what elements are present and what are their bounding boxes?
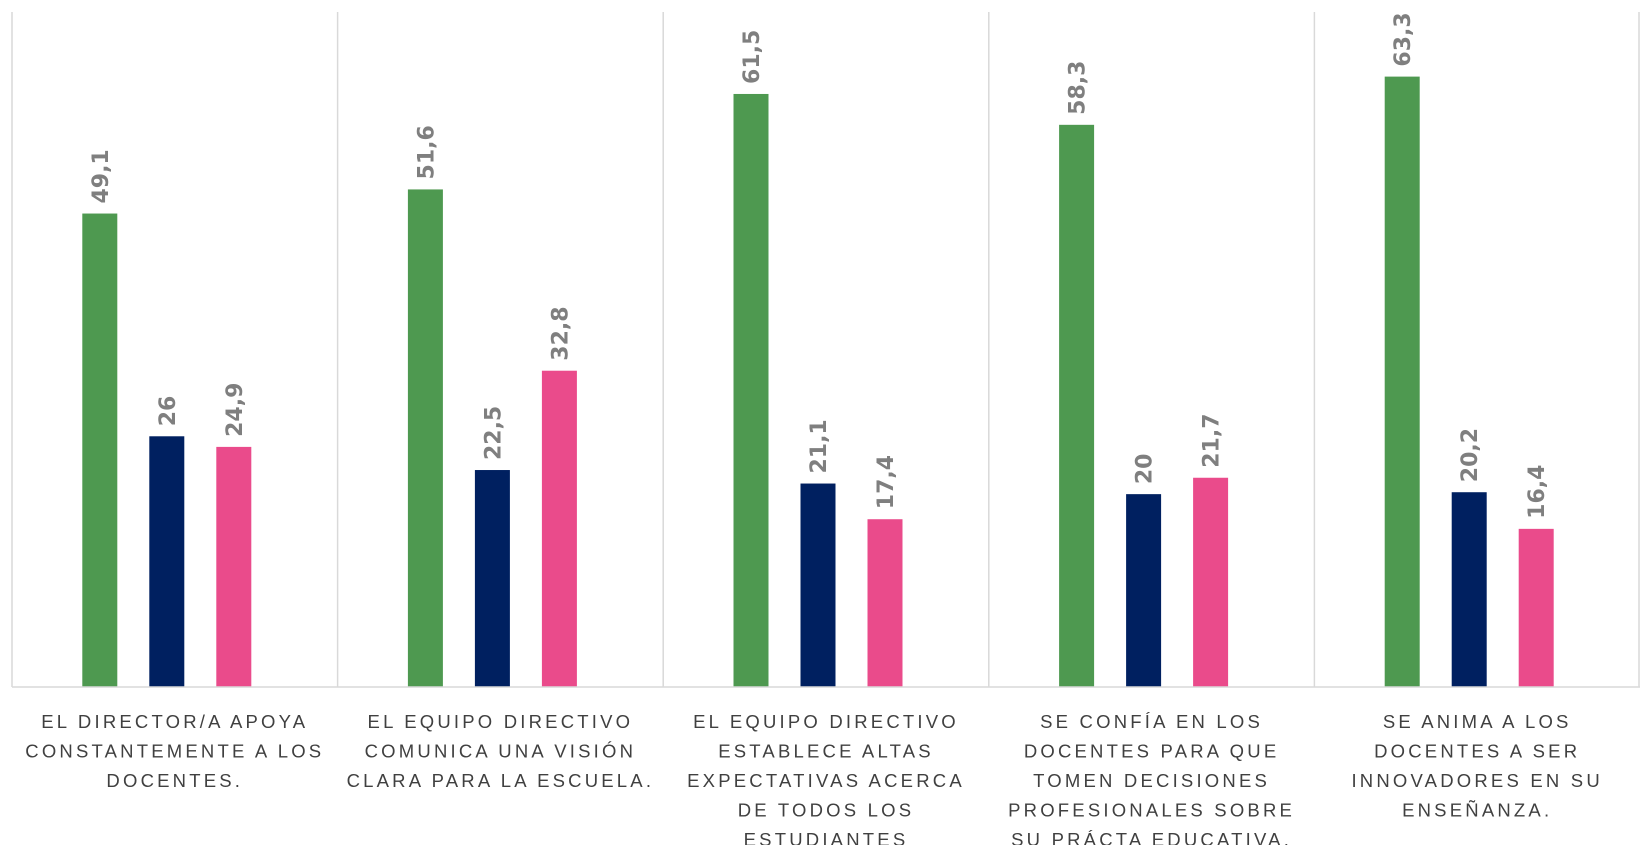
bar <box>1384 76 1420 688</box>
bar <box>1059 124 1095 688</box>
data-label: 61,5 <box>740 30 765 84</box>
bar <box>149 436 185 687</box>
category-label: EL EQUIPO DIRECTIVO ESTABLECE ALTAS EXPECT… <box>687 711 965 845</box>
category-label: SE CONFÍA EN LOS DOCENTES PARA QUE TOMEN D… <box>1008 711 1295 845</box>
category-labels-layer: EL DIRECTOR/A APOYA CONSTANTEMENTE A LOS D… <box>25 711 1602 845</box>
bar <box>1518 528 1554 687</box>
data-label: 26 <box>156 396 181 427</box>
category-label: EL EQUIPO DIRECTIVO COMUNICA UNA VISIÓN CL… <box>347 711 655 791</box>
bar <box>474 470 510 687</box>
data-label: 16,4 <box>1525 465 1550 519</box>
data-label: 20 <box>1133 454 1158 485</box>
data-label: 32,8 <box>548 306 573 360</box>
data-label: 20,2 <box>1458 428 1483 482</box>
bar <box>733 93 769 687</box>
bar <box>800 483 836 687</box>
bar <box>216 446 252 687</box>
bar <box>1451 492 1487 687</box>
value-labels-layer: 49,1 26 24,9 51,6 22,5 32,8 61,5 21,1 17,4 58,3 20… <box>89 12 1550 519</box>
bar <box>541 370 577 687</box>
data-label: 21,7 <box>1200 413 1225 467</box>
bars-layer <box>82 76 1554 688</box>
data-label: 21,1 <box>807 419 832 473</box>
category-label: SE ANIMA A LOS DOCENTES A SER INNOVADORES … <box>1351 711 1602 821</box>
bar <box>1193 477 1229 687</box>
category-label: EL DIRECTOR/A APOYA CONSTANTEMENTE A LOS D… <box>25 711 324 791</box>
data-label: 24,9 <box>223 383 248 437</box>
data-label: 49,1 <box>89 149 114 203</box>
data-label: 17,4 <box>874 455 899 509</box>
bar <box>407 189 443 687</box>
bar <box>867 519 903 687</box>
data-label: 63,3 <box>1391 12 1416 66</box>
data-label: 51,6 <box>414 125 439 179</box>
data-label: 22,5 <box>481 406 506 460</box>
bar <box>1126 494 1162 687</box>
bar <box>82 213 118 688</box>
data-label: 58,3 <box>1066 61 1091 115</box>
category-separators <box>11 12 1640 687</box>
